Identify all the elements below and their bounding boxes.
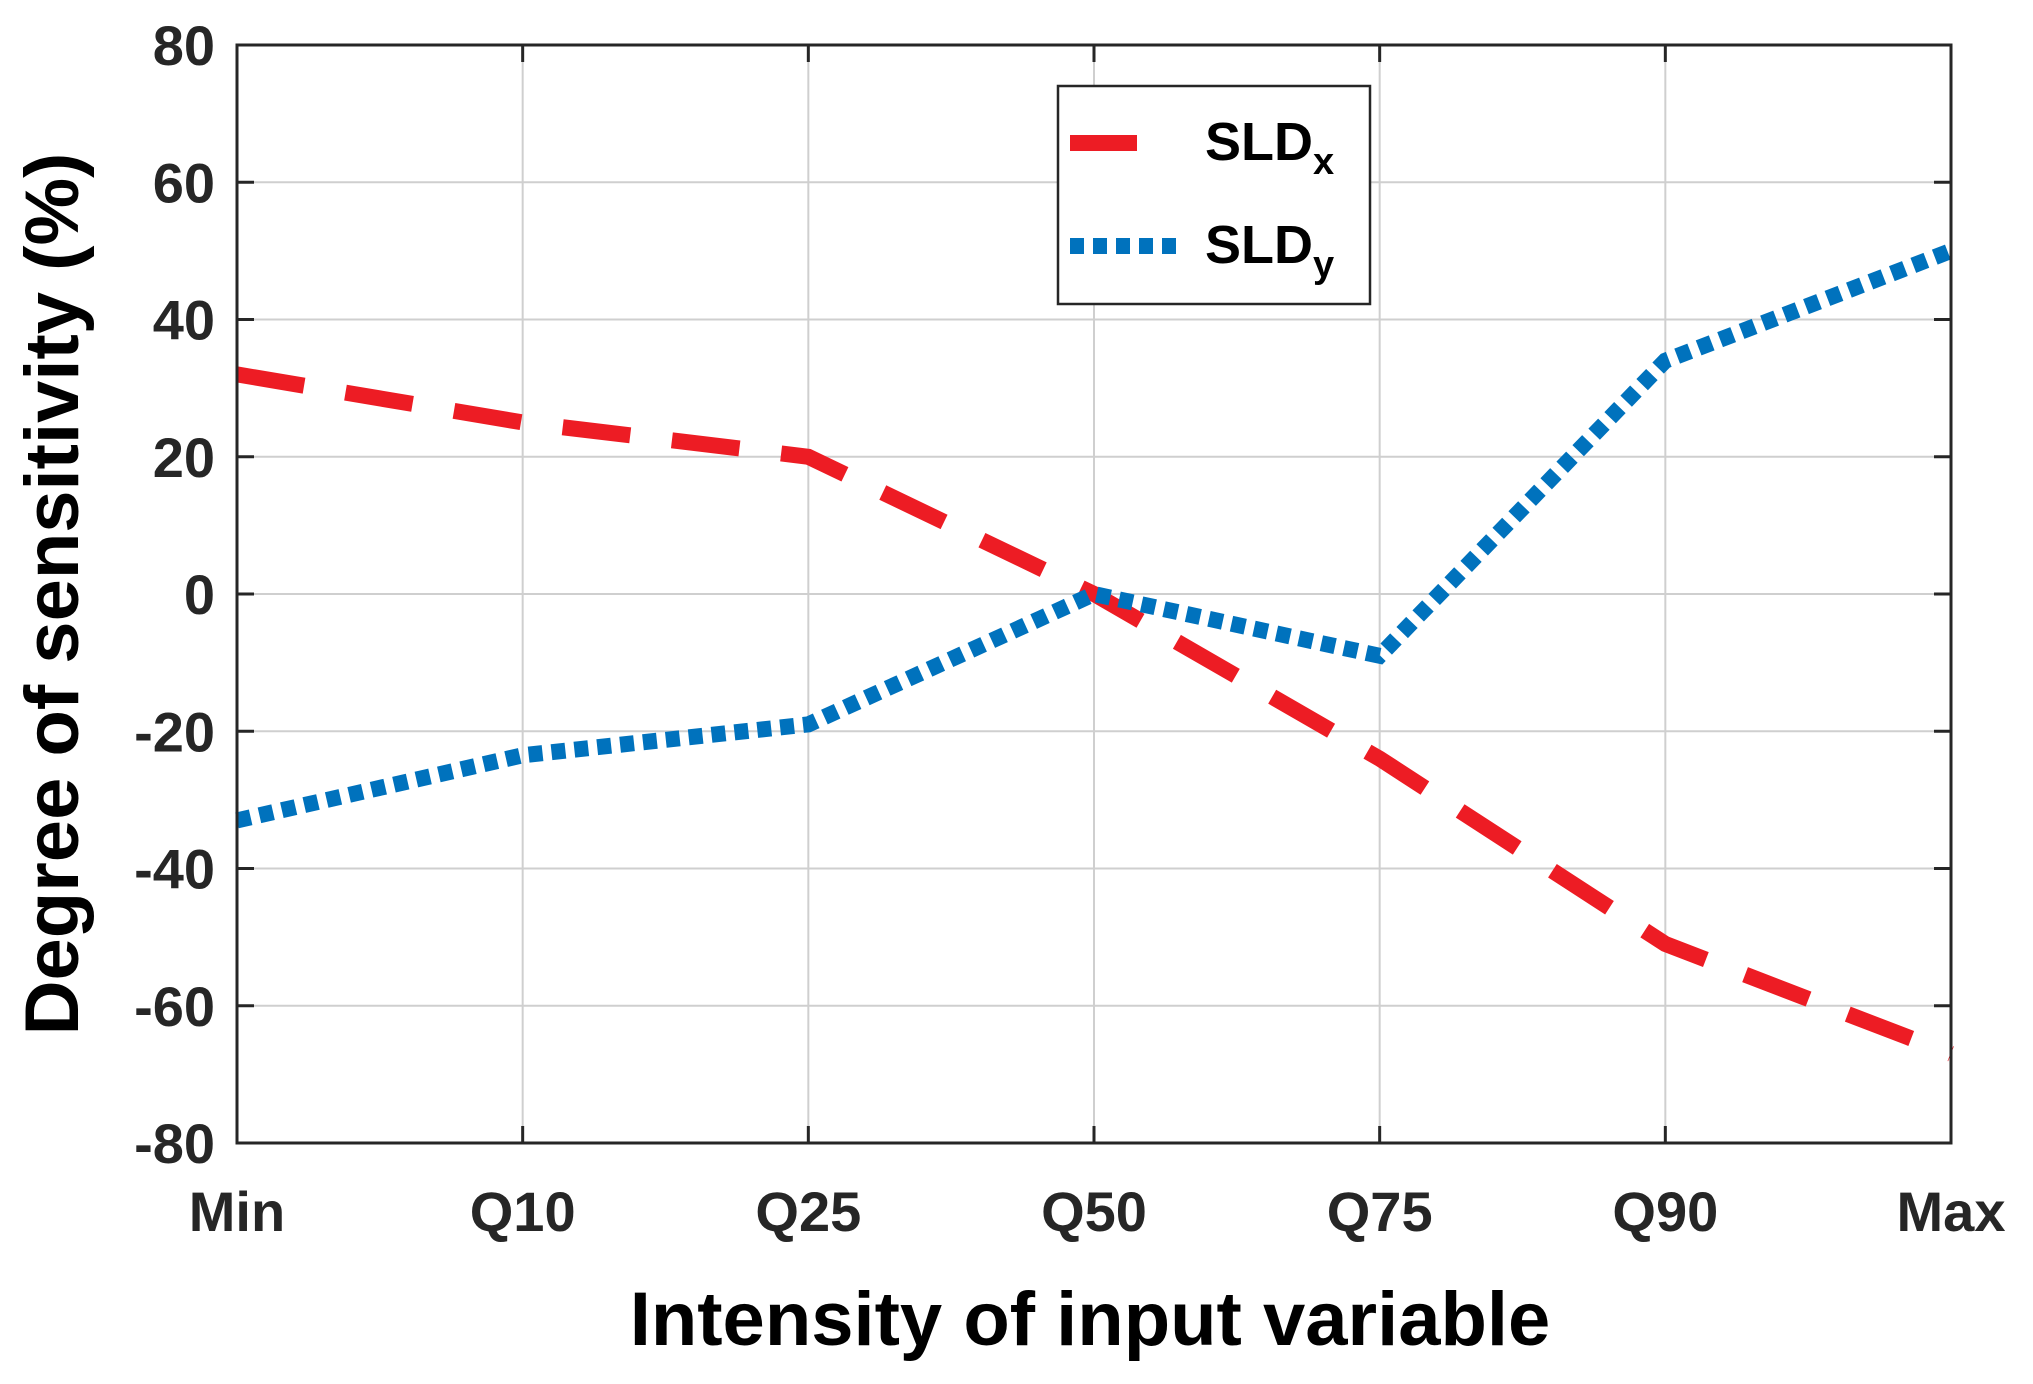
legend-label-sldy-sub: y: [1313, 244, 1334, 286]
y-tick-label: -20: [134, 700, 215, 763]
y-axis-title: Degree of sensitivity (%): [10, 153, 95, 1036]
legend-label-sldx-main: SLD: [1205, 112, 1313, 172]
series-sldx: [235, 366, 1954, 1062]
legend-label-sldy: SLDy: [1205, 215, 1334, 286]
y-tick-label: -80: [134, 1112, 215, 1175]
plot-frame: [235, 43, 1953, 1145]
series-line-sldx: [235, 366, 1954, 1062]
legend-label-sldx: SLDx: [1205, 112, 1334, 183]
y-tick-label: 60: [153, 151, 215, 214]
y-tick-labels: -80 -60 -40 -20 0 20 40 60 80: [134, 14, 215, 1175]
x-tick-label: Min: [189, 1180, 285, 1243]
y-tick-label: 80: [153, 14, 215, 77]
x-tick-label: Max: [1897, 1180, 2006, 1243]
x-tick-label: Q90: [1612, 1180, 1718, 1243]
x-tick-label: Q75: [1327, 1180, 1433, 1243]
y-tick-label: -60: [134, 975, 215, 1038]
series-line-sldy: [235, 243, 1954, 829]
y-tick-label: 20: [153, 426, 215, 489]
y-tick-label: 0: [184, 563, 215, 626]
x-tick-label: Q25: [755, 1180, 861, 1243]
legend-label-sldx-sub: x: [1313, 141, 1334, 183]
legend: SLDx SLDy: [1056, 84, 1372, 306]
y-tick-label: -40: [134, 838, 215, 901]
x-axis-title: Intensity of input variable: [630, 1277, 1551, 1362]
series-layer: [235, 243, 1954, 1062]
legend-label-sldy-main: SLD: [1205, 215, 1313, 275]
x-tick-label: Q50: [1041, 1180, 1147, 1243]
series-sldy: [235, 243, 1954, 829]
y-tick-label: 40: [153, 289, 215, 352]
legend-box: [1056, 84, 1372, 306]
x-tick-label: Q10: [470, 1180, 576, 1243]
x-tick-labels: Min Q10 Q25 Q50 Q75 Q90 Max: [189, 1180, 2006, 1243]
